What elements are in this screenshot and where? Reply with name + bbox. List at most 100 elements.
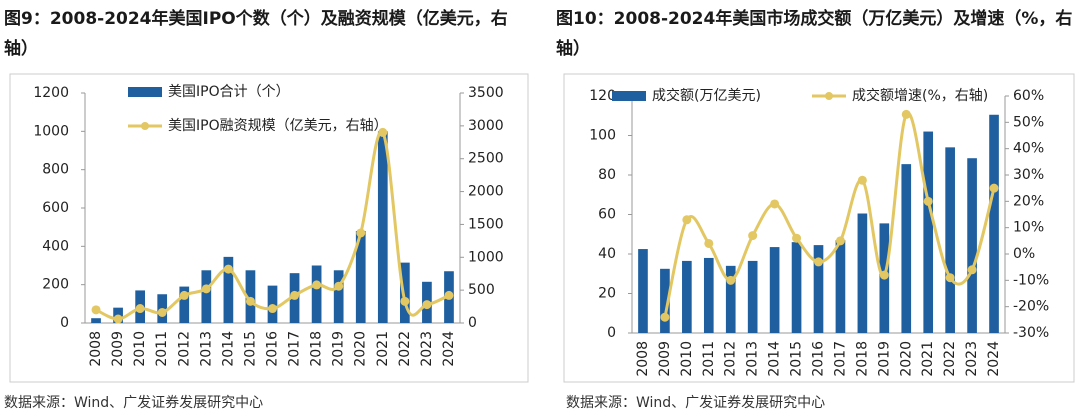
y2-tick-label: 30%: [1013, 167, 1044, 183]
line-marker: [857, 175, 867, 185]
y-tick-label: 80: [598, 167, 616, 183]
bar: [945, 147, 955, 333]
x-tick-label: 2018: [309, 331, 325, 367]
line-marker: [814, 257, 823, 267]
bar: [857, 213, 868, 333]
line-marker: [660, 312, 670, 322]
line-marker: [923, 196, 933, 206]
bar: [813, 245, 824, 333]
line-marker: [967, 265, 977, 275]
bar: [400, 262, 410, 323]
line-marker: [334, 281, 344, 291]
y2-tick-label: 2000: [468, 184, 504, 200]
line-marker: [91, 305, 101, 315]
bar: [747, 260, 758, 333]
y2-tick-label: 3000: [468, 118, 504, 134]
line-marker: [268, 304, 277, 314]
line-marker: [135, 304, 145, 314]
y-tick-label: 40: [598, 246, 616, 262]
bar: [989, 114, 999, 333]
line-marker: [201, 284, 211, 294]
bar: [638, 249, 648, 333]
x-tick-label: 2012: [176, 331, 192, 367]
y-tick-label: 100: [589, 128, 616, 144]
line-marker: [378, 127, 388, 137]
x-tick-label: 2014: [767, 341, 783, 377]
x-tick-label: 2021: [920, 341, 936, 377]
y2-tick-label: 500: [468, 282, 495, 298]
source: 数据来源：Wind、广发证券发展研究中心: [4, 395, 264, 411]
bar: [791, 242, 802, 333]
line-marker: [704, 238, 714, 248]
bar: [355, 231, 366, 323]
y-tick-label: 800: [42, 162, 69, 178]
line-marker: [748, 231, 758, 241]
x-tick-label: 2015: [242, 331, 258, 367]
y2-tick-label: -10%: [1013, 272, 1049, 288]
bar: [245, 270, 256, 323]
bar: [682, 260, 692, 333]
legend-label: 美国IPO合计（个）: [168, 84, 290, 100]
x-tick-label: 2021: [375, 331, 391, 367]
x-tick-label: 2009: [110, 331, 126, 367]
bar: [967, 158, 977, 333]
line-marker: [682, 215, 692, 225]
bar: [725, 265, 736, 333]
x-tick-label: 2015: [789, 341, 805, 377]
bar: [311, 265, 322, 323]
x-tick-label: 2008: [635, 341, 651, 377]
panel-frame: [9, 73, 529, 383]
x-tick-label: 2018: [854, 341, 870, 377]
x-tick-label: 2014: [220, 331, 236, 367]
line-marker: [179, 290, 189, 300]
bar: [660, 268, 670, 333]
y2-tick-label: 1500: [468, 216, 504, 232]
chart-title: 图9：2008-2024年美国IPO个数（个）及融资规模（亿美元，右轴）: [4, 9, 508, 59]
legend-label: 成交额增速(%，右轴): [852, 87, 988, 104]
legend-swatch: [128, 87, 162, 97]
line-marker: [835, 236, 845, 246]
bar: [901, 164, 912, 333]
line-marker: [989, 183, 999, 193]
chart-title: 图10：2008-2024年美国市场成交额（万亿美元）及增速（%，右轴）: [556, 9, 1073, 59]
y2-tick-label: -20%: [1013, 299, 1049, 315]
y2-tick-label: 10%: [1013, 220, 1044, 236]
legend-marker: [141, 122, 149, 130]
bar: [703, 257, 714, 333]
x-tick-label: 2019: [876, 341, 892, 377]
y-tick-label: 120: [589, 88, 616, 104]
line-marker: [223, 264, 233, 274]
y-tick-label: 1000: [33, 123, 69, 139]
x-tick-label: 2013: [198, 331, 214, 367]
line-marker: [879, 270, 889, 280]
line-marker: [444, 290, 454, 300]
x-tick-label: 2010: [132, 331, 148, 367]
x-tick-label: 2016: [265, 331, 281, 367]
x-tick-label: 2023: [964, 341, 980, 377]
x-tick-label: 2024: [441, 331, 457, 367]
line-marker: [901, 109, 911, 119]
x-tick-label: 2022: [942, 341, 958, 377]
y-tick-label: 600: [42, 200, 69, 216]
y-tick-label: 20: [598, 286, 616, 302]
bar: [179, 286, 190, 323]
x-tick-label: 2016: [811, 341, 827, 377]
y-tick-label: 200: [42, 277, 69, 293]
y-tick-label: 60: [598, 207, 616, 223]
legend-marker: [825, 92, 833, 100]
line-marker: [312, 280, 322, 290]
y2-tick-label: 0%: [1013, 246, 1035, 262]
legend-label: 成交额(万亿美元): [652, 87, 761, 104]
bar: [377, 131, 388, 323]
y-tick-label: 0: [607, 325, 616, 341]
x-tick-label: 2011: [154, 331, 170, 367]
source: 数据来源：Wind、广发证券发展研究中心: [566, 395, 826, 411]
y2-tick-label: 2500: [468, 151, 504, 167]
x-tick-label: 2019: [331, 331, 347, 367]
line-marker: [792, 233, 802, 243]
line: [663, 111, 996, 318]
x-tick-label: 2022: [397, 331, 413, 367]
y2-tick-label: 0: [468, 315, 477, 331]
